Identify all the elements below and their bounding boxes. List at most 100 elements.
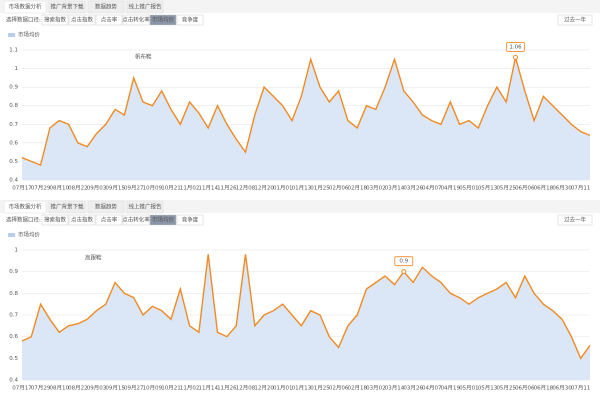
x-tick-label: 12月20 <box>254 385 274 392</box>
subtab[interactable] <box>149 14 177 26</box>
x-tick-label: 01月13 <box>292 385 312 392</box>
x-tick-label: 02月06 <box>329 385 349 392</box>
subtab-label[interactable]: 竞争度 <box>182 216 199 224</box>
tooltip <box>394 256 414 267</box>
subtab[interactable] <box>122 14 150 26</box>
subtab[interactable] <box>41 214 69 226</box>
tooltip-label: 1.06 <box>509 44 522 50</box>
range-button[interactable] <box>557 14 593 26</box>
x-tick-label: 11月02 <box>180 185 200 192</box>
range-button[interactable] <box>557 214 593 226</box>
x-tick-label: 04月19 <box>441 385 461 392</box>
tab-label[interactable]: 数据趋势 <box>95 3 118 11</box>
subtab[interactable] <box>149 214 177 226</box>
x-tick-label: 07月17 <box>12 185 32 192</box>
subtab-label[interactable]: 点击转化率 <box>122 216 150 224</box>
x-tick-label: 06月18 <box>534 185 554 192</box>
subtab-label[interactable]: 搜索指数 <box>44 216 67 224</box>
subtab-label[interactable]: 点击指数 <box>71 216 94 224</box>
subtab[interactable] <box>176 14 204 26</box>
x-tick-label: 11月02 <box>180 385 200 392</box>
tooltip-label: 0.9 <box>399 259 408 265</box>
subtab[interactable] <box>176 214 204 226</box>
tab-label[interactable]: 线上推广报告 <box>128 3 162 11</box>
y-tick-label: 0.8 <box>9 103 18 109</box>
x-tick-label: 12月20 <box>254 185 274 192</box>
subtab-label[interactable]: 竞争度 <box>182 16 199 24</box>
tab[interactable] <box>126 200 164 214</box>
y-tick-label: 0.6 <box>9 140 18 146</box>
x-tick-label: 03月02 <box>366 185 386 192</box>
y-tick-label: 0.4 <box>9 378 18 384</box>
x-tick-label: 04月07 <box>422 185 442 192</box>
subtab[interactable] <box>68 14 96 26</box>
x-tick-label: 08月22 <box>68 185 88 192</box>
tab-label[interactable]: 推广背景下载 <box>50 203 84 211</box>
x-tick-label: 05月13 <box>478 385 498 392</box>
x-tick-label: 03月14 <box>385 385 405 392</box>
tab-label[interactable]: 数据趋势 <box>95 203 118 211</box>
x-tick-label: 12月08 <box>236 385 256 392</box>
subtab[interactable] <box>41 14 69 26</box>
subtab-label[interactable]: 点击率 <box>101 16 118 24</box>
x-tick-label: 08月10 <box>49 385 69 392</box>
x-tick-label: 01月25 <box>310 385 330 392</box>
x-tick-label: 02月18 <box>347 385 367 392</box>
tab[interactable] <box>126 0 164 14</box>
tab[interactable] <box>3 0 47 14</box>
subtab-label[interactable]: 搜索指数 <box>44 16 67 24</box>
subtab[interactable] <box>95 214 123 226</box>
tab[interactable] <box>3 200 47 214</box>
x-tick-label: 10月09 <box>143 185 163 192</box>
tab[interactable] <box>87 0 125 14</box>
x-tick-label: 01月25 <box>310 185 330 192</box>
tab-label[interactable]: 线上推广报告 <box>128 203 162 211</box>
subtab-label[interactable]: 市场均价 <box>152 216 175 224</box>
highlight-point <box>401 269 407 275</box>
x-tick-label: 01月01 <box>273 385 293 392</box>
range-button-label[interactable]: 过去一年 <box>564 16 587 24</box>
x-tick-label: 08月22 <box>68 385 88 392</box>
legend-swatch <box>8 33 15 37</box>
subtab-label[interactable]: 点击率 <box>101 216 118 224</box>
x-tick-label: 05月13 <box>478 185 498 192</box>
x-tick-label: 03月02 <box>366 385 386 392</box>
tab-label[interactable]: 推广背景下载 <box>50 3 84 11</box>
x-tick-label: 05月25 <box>496 385 516 392</box>
tab-label[interactable]: 市场数据分析 <box>8 3 42 11</box>
subtab-label[interactable]: 点击指数 <box>71 16 94 24</box>
tab[interactable] <box>48 200 86 214</box>
x-tick-label: 12月08 <box>236 185 256 192</box>
subtab[interactable] <box>68 214 96 226</box>
y-tick-label: 0.9 <box>9 85 18 91</box>
y-tick-label: 1 <box>15 248 19 254</box>
x-tick-label: 09月27 <box>124 185 144 192</box>
x-tick-label: 07月11 <box>571 185 591 192</box>
subtab[interactable] <box>122 214 150 226</box>
filter-label: 选择数据口径: <box>6 216 41 224</box>
x-tick-label: 10月21 <box>161 385 181 392</box>
tab[interactable] <box>48 0 86 14</box>
y-tick-label: 0.5 <box>9 356 18 362</box>
tab-label[interactable]: 市场数据分析 <box>8 203 42 211</box>
y-tick-label: 0.7 <box>9 313 18 319</box>
x-tick-label: 10月21 <box>161 185 181 192</box>
highlight-point <box>513 54 519 60</box>
line <box>21 254 591 360</box>
y-tick-label: 1 <box>15 66 19 72</box>
x-tick-label: 02月06 <box>329 185 349 192</box>
x-tick-label: 03月14 <box>385 185 405 192</box>
x-tick-label: 10月09 <box>143 385 163 392</box>
subtab[interactable] <box>95 14 123 26</box>
subtab-label[interactable]: 点击转化率 <box>122 16 150 24</box>
line <box>21 56 591 167</box>
x-tick-label: 07月29 <box>31 185 51 192</box>
x-tick-label: 06月06 <box>515 185 535 192</box>
legend-label: 市场均价 <box>18 31 41 39</box>
x-tick-label: 01月13 <box>292 185 312 192</box>
subtab-label[interactable]: 市场均价 <box>152 16 175 24</box>
range-button-label[interactable]: 过去一年 <box>564 216 587 224</box>
x-tick-label: 04月07 <box>422 385 442 392</box>
tab[interactable] <box>87 200 125 214</box>
